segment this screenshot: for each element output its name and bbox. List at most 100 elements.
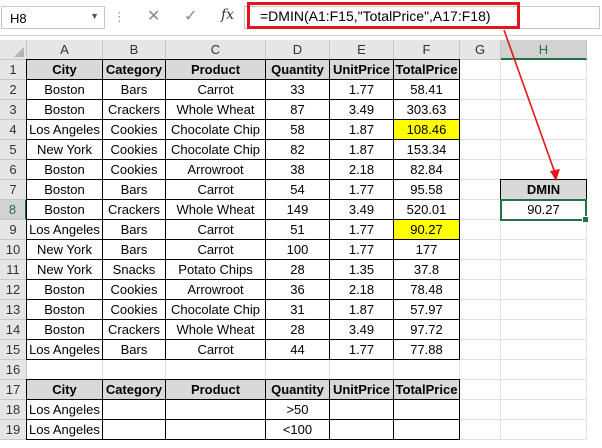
table-cell[interactable]: Cookies: [102, 159, 166, 180]
cell-h18[interactable]: [501, 400, 587, 420]
table-cell[interactable]: 3.49: [329, 319, 394, 340]
row-header-15[interactable]: 15: [0, 340, 27, 360]
table-cell[interactable]: New York: [26, 139, 103, 160]
table-header-cell[interactable]: Quantity: [265, 59, 330, 80]
cell-h13[interactable]: [501, 300, 587, 320]
cell-h17[interactable]: [501, 380, 587, 400]
row-header-8[interactable]: 8: [0, 200, 27, 220]
table-cell[interactable]: Whole Wheat: [165, 319, 266, 340]
cell-h16[interactable]: [501, 360, 587, 380]
table-cell[interactable]: Snacks: [102, 259, 166, 280]
cell-g4[interactable]: [460, 120, 501, 140]
table-header-cell[interactable]: UnitPrice: [329, 59, 394, 80]
table-cell[interactable]: 44: [265, 339, 330, 360]
criteria-cell[interactable]: [102, 419, 166, 440]
row-header-5[interactable]: 5: [0, 140, 27, 160]
row-header-1[interactable]: 1: [0, 60, 27, 80]
table-cell[interactable]: Cookies: [102, 279, 166, 300]
criteria-header-cell[interactable]: UnitPrice: [329, 379, 394, 400]
enter-icon[interactable]: ✓: [184, 8, 198, 25]
cell-h10[interactable]: [501, 240, 587, 260]
table-cell[interactable]: Bars: [102, 339, 166, 360]
cell-h6[interactable]: [501, 160, 587, 180]
cell-h4[interactable]: [501, 120, 587, 140]
table-cell[interactable]: Arrowroot: [165, 159, 266, 180]
column-header-d[interactable]: D: [266, 40, 330, 60]
table-cell[interactable]: 1.77: [329, 79, 394, 100]
row-header-7[interactable]: 7: [0, 180, 27, 200]
cell-g1[interactable]: [460, 60, 501, 80]
cell-d16[interactable]: [266, 360, 330, 380]
table-cell[interactable]: 58.41: [393, 79, 460, 100]
table-cell[interactable]: 177: [393, 239, 460, 260]
criteria-cell[interactable]: [329, 419, 394, 440]
table-cell[interactable]: Carrot: [165, 339, 266, 360]
table-cell[interactable]: Crackers: [102, 319, 166, 340]
table-cell[interactable]: 2.18: [329, 279, 394, 300]
column-header-b[interactable]: B: [103, 40, 166, 60]
table-cell[interactable]: Bars: [102, 79, 166, 100]
cell-h15[interactable]: [501, 340, 587, 360]
table-cell[interactable]: 108.46: [393, 119, 460, 140]
table-cell[interactable]: Crackers: [102, 99, 166, 120]
cell-h1[interactable]: [501, 60, 587, 80]
table-cell[interactable]: Carrot: [165, 239, 266, 260]
table-cell[interactable]: 1.77: [329, 239, 394, 260]
select-all-corner[interactable]: [0, 40, 27, 60]
column-header-f[interactable]: F: [394, 40, 460, 60]
table-header-cell[interactable]: Category: [102, 59, 166, 80]
table-cell[interactable]: 97.72: [393, 319, 460, 340]
cell-h11[interactable]: [501, 260, 587, 280]
cell-h14[interactable]: [501, 320, 587, 340]
table-cell[interactable]: 1.35: [329, 259, 394, 280]
criteria-cell[interactable]: <100: [265, 419, 330, 440]
cell-g7[interactable]: [460, 180, 501, 200]
row-header-6[interactable]: 6: [0, 160, 27, 180]
row-header-18[interactable]: 18: [0, 400, 27, 420]
table-cell[interactable]: Whole Wheat: [165, 99, 266, 120]
cell-g8[interactable]: [460, 200, 501, 220]
table-cell[interactable]: 78.48: [393, 279, 460, 300]
row-header-3[interactable]: 3: [0, 100, 27, 120]
chevron-down-icon[interactable]: ▼: [90, 11, 99, 21]
table-cell[interactable]: 1.77: [329, 219, 394, 240]
criteria-header-cell[interactable]: TotalPrice: [393, 379, 460, 400]
table-cell[interactable]: 54: [265, 179, 330, 200]
cell-g12[interactable]: [460, 280, 501, 300]
table-cell[interactable]: Chocolate Chip: [165, 299, 266, 320]
table-cell[interactable]: Arrowroot: [165, 279, 266, 300]
cell-h12[interactable]: [501, 280, 587, 300]
cell-g10[interactable]: [460, 240, 501, 260]
table-cell[interactable]: Los Angeles: [26, 339, 103, 360]
cell-g13[interactable]: [460, 300, 501, 320]
table-cell[interactable]: Cookies: [102, 139, 166, 160]
table-cell[interactable]: New York: [26, 239, 103, 260]
cell-h2[interactable]: [501, 80, 587, 100]
table-cell[interactable]: Boston: [26, 279, 103, 300]
cell-g16[interactable]: [460, 360, 501, 380]
table-cell[interactable]: Cookies: [102, 299, 166, 320]
fill-handle[interactable]: [582, 216, 589, 223]
table-cell[interactable]: 90.27: [393, 219, 460, 240]
table-cell[interactable]: 1.87: [329, 139, 394, 160]
table-cell[interactable]: Boston: [26, 319, 103, 340]
table-cell[interactable]: 36: [265, 279, 330, 300]
table-cell[interactable]: Los Angeles: [26, 219, 103, 240]
table-cell[interactable]: 33: [265, 79, 330, 100]
table-cell[interactable]: 51: [265, 219, 330, 240]
cell-e16[interactable]: [330, 360, 394, 380]
criteria-cell[interactable]: [393, 419, 460, 440]
table-cell[interactable]: Carrot: [165, 179, 266, 200]
column-header-g[interactable]: G: [460, 40, 501, 60]
table-cell[interactable]: 100: [265, 239, 330, 260]
table-cell[interactable]: Bars: [102, 179, 166, 200]
column-header-c[interactable]: C: [166, 40, 266, 60]
table-cell[interactable]: 2.18: [329, 159, 394, 180]
table-cell[interactable]: Boston: [26, 199, 103, 220]
table-cell[interactable]: 95.58: [393, 179, 460, 200]
row-header-9[interactable]: 9: [0, 220, 27, 240]
cell-g2[interactable]: [460, 80, 501, 100]
table-cell[interactable]: 1.87: [329, 119, 394, 140]
cancel-icon[interactable]: ✕: [147, 8, 161, 25]
cell-g9[interactable]: [460, 220, 501, 240]
